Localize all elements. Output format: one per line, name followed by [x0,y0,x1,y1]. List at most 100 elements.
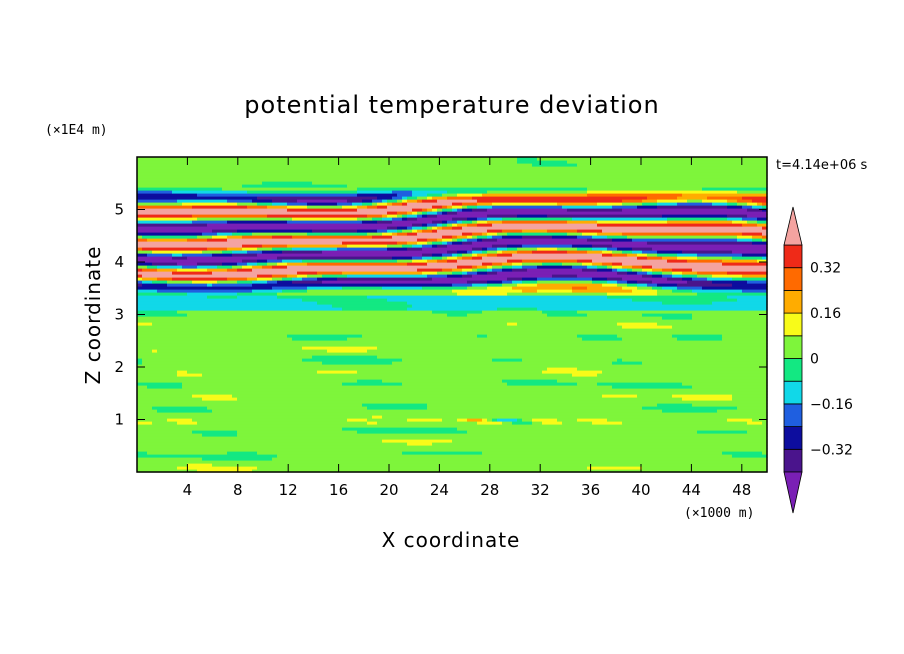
heatmap-cell [292,277,303,281]
heatmap-cell [402,382,508,386]
heatmap-cell [762,202,768,206]
colorbar-segment [783,289,803,314]
heatmap-cell [312,181,768,185]
heatmap-cell [742,196,768,200]
heatmap-cell [307,274,323,278]
heatmap-cell [137,382,183,386]
heatmap-cell [442,205,448,209]
heatmap-cell [137,439,383,443]
heatmap-cell [457,223,468,227]
heatmap-cell [137,301,318,305]
heatmap-cell [142,280,153,284]
heatmap-cell [632,265,643,269]
heatmap-cell [182,385,613,389]
heatmap-cell [692,403,768,407]
heatmap-cell [322,274,348,278]
heatmap-cell [452,223,458,227]
heatmap-cell [137,469,198,473]
heatmap-cell [237,397,683,401]
heatmap-cell [432,208,438,212]
heatmap-cell [392,202,403,206]
heatmap-cell [662,409,718,413]
heatmap-cell [137,298,303,302]
heatmap-cell [487,190,588,194]
heatmap-cell [462,205,468,209]
heatmap-cell [577,418,608,422]
heatmap-cell [367,214,383,218]
heatmap-cell [197,421,368,425]
colorbar-segment [783,448,803,473]
heatmap-cell [252,232,308,236]
heatmap-cell [357,190,393,194]
heatmap-cell [317,271,343,275]
heatmap-cell [742,223,758,227]
heatmap-cell [407,442,433,446]
heatmap-cell [472,241,648,245]
heatmap-cell [137,235,143,239]
heatmap-cell [602,229,768,233]
heatmap-cell [637,283,648,287]
heatmap-cell [137,322,153,326]
heatmap-cell [137,238,148,242]
heatmap-cell [187,313,448,317]
heatmap-cell [137,283,143,287]
heatmap-cell [307,232,368,236]
heatmap-cell [177,370,188,374]
heatmap-cell [232,232,253,236]
heatmap-cell [217,265,233,269]
heatmap-cell [577,382,598,386]
heatmap-cell [592,244,613,248]
heatmap-cell [627,253,638,257]
colorbar-segment [783,335,803,359]
heatmap-cell [252,280,268,284]
heatmap-cell [377,421,478,425]
heatmap-cell [137,352,768,356]
colorbar-label: 0 [810,352,819,368]
heatmap-cell [172,271,213,275]
heatmap-cell [262,265,273,269]
heatmap-cell [682,277,693,281]
heatmap-cell [462,226,763,230]
heatmap-cell [422,286,468,290]
heatmap-cell [227,235,243,239]
heatmap-cell [492,244,508,248]
x-tick-label: 16 [329,481,348,499]
heatmap-cell [172,277,228,281]
heatmap-cell [452,268,463,272]
heatmap-cell [392,217,403,221]
heatmap-cell [412,211,418,215]
x-unit-label: (×1000 m) [684,506,754,521]
heatmap-cell [277,454,733,458]
heatmap-cell [137,166,768,170]
heatmap-cell [187,463,213,467]
heatmap-cell [392,361,613,365]
heatmap-cell [467,235,473,239]
heatmap-cell [472,268,478,272]
heatmap-cell [457,256,463,260]
heatmap-cell [487,235,493,239]
heatmap-cell [242,184,348,188]
heatmap-cell [727,271,768,275]
heatmap-cell [417,232,463,236]
heatmap-cell [137,463,188,467]
heatmap-cell [272,274,288,278]
heatmap-cell [672,325,768,329]
heatmap-cell [732,394,768,398]
heatmap-cell [642,199,658,203]
heatmap-cell [472,256,483,260]
heatmap-cell [342,241,398,245]
heatmap-cell [762,451,768,455]
heatmap-cell [237,292,278,296]
heatmap-cell [137,364,768,368]
heatmap-cell [757,217,768,221]
heatmap-cell [362,334,478,338]
heatmap-cell [487,265,493,269]
heatmap-cell [737,235,753,239]
heatmap-cell [642,466,768,470]
heatmap-cell [292,235,373,239]
heatmap-cell [432,241,443,245]
heatmap-cell [137,406,153,410]
heatmap-cell [142,235,198,239]
heatmap-cell [427,403,658,407]
heatmap-cell [627,268,633,272]
